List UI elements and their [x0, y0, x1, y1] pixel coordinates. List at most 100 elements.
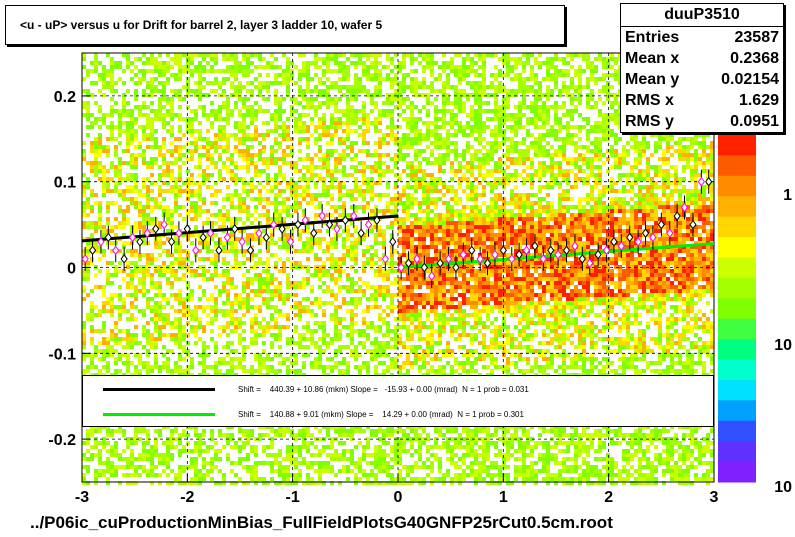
heatmap-cell — [146, 273, 150, 277]
heatmap-cell — [390, 125, 394, 129]
heatmap-cell — [94, 161, 98, 165]
heatmap-cell — [98, 349, 102, 353]
heatmap-cell — [338, 225, 342, 229]
heatmap-cell — [186, 353, 190, 357]
heatmap-cell — [214, 145, 218, 149]
heatmap-cell — [346, 105, 350, 109]
heatmap-cell — [310, 89, 314, 93]
heatmap-cell — [406, 361, 410, 365]
heatmap-cell — [154, 337, 158, 341]
heatmap-cell — [134, 317, 138, 321]
heatmap-cell — [306, 225, 310, 229]
heatmap-cell — [318, 265, 322, 269]
heatmap-cell — [374, 289, 378, 293]
heatmap-cell — [142, 277, 146, 281]
heatmap-cell — [130, 113, 134, 117]
heatmap-cell — [162, 117, 166, 121]
heatmap-cell — [346, 153, 350, 157]
heatmap-cell — [90, 305, 94, 309]
heatmap-cell — [258, 461, 262, 465]
heatmap-cell — [214, 117, 218, 121]
heatmap-cell — [410, 361, 414, 365]
heatmap-cell — [198, 193, 202, 197]
heatmap-cell — [398, 481, 402, 485]
heatmap-cell — [290, 285, 294, 289]
heatmap-cell — [238, 109, 242, 113]
heatmap-cell — [250, 477, 254, 481]
heatmap-cell — [298, 281, 302, 285]
heatmap-cell — [82, 345, 86, 349]
heatmap-cell — [390, 109, 394, 113]
heatmap-cell — [90, 81, 94, 85]
heatmap-cell — [366, 117, 370, 121]
heatmap-cell — [234, 321, 238, 325]
heatmap-cell — [262, 269, 266, 273]
heatmap-cell — [138, 205, 142, 209]
heatmap-cell — [326, 169, 330, 173]
heatmap-cell — [106, 201, 110, 205]
heatmap-cell — [210, 173, 214, 177]
heatmap-cell — [118, 357, 122, 361]
heatmap-cell — [322, 469, 326, 473]
heatmap-cell — [318, 285, 322, 289]
heatmap-cell — [362, 233, 366, 237]
heatmap-cell — [406, 425, 410, 429]
heatmap-cell — [142, 105, 146, 109]
heatmap-cell — [154, 129, 158, 133]
heatmap-cell — [134, 65, 138, 69]
heatmap-cell — [110, 345, 114, 349]
heatmap-cell — [306, 477, 310, 481]
heatmap-cell — [322, 445, 326, 449]
heatmap-cell — [198, 473, 202, 477]
heatmap-cell — [230, 109, 234, 113]
heatmap-cell — [266, 217, 270, 221]
heatmap-cell — [162, 153, 166, 157]
heatmap-cell — [366, 333, 370, 337]
heatmap-cell — [226, 101, 230, 105]
heatmap-cell — [390, 433, 394, 437]
heatmap-cell — [202, 357, 206, 361]
heatmap-cell — [250, 157, 254, 161]
heatmap-cell — [226, 77, 230, 81]
heatmap-cell — [374, 293, 378, 297]
heatmap-cell — [306, 429, 310, 433]
heatmap-cell — [238, 333, 242, 337]
heatmap-cell — [314, 453, 318, 457]
heatmap-cell — [246, 193, 250, 197]
heatmap-cell — [342, 213, 346, 217]
heatmap-cell — [414, 201, 418, 205]
heatmap-cell — [86, 313, 90, 317]
heatmap-cell — [258, 189, 262, 193]
heatmap-cell — [150, 277, 154, 281]
heatmap-cell — [138, 361, 142, 365]
heatmap-cell — [266, 177, 270, 181]
heatmap-cell — [134, 425, 138, 429]
heatmap-cell — [358, 341, 362, 345]
heatmap-cell — [218, 113, 222, 117]
heatmap-cell — [342, 453, 346, 457]
heatmap-cell — [390, 197, 394, 201]
heatmap-cell — [366, 285, 370, 289]
heatmap-cell — [150, 297, 154, 301]
heatmap-cell — [282, 129, 286, 133]
heatmap-cell — [354, 229, 358, 233]
heatmap-cell — [230, 329, 234, 333]
heatmap-cell — [166, 449, 170, 453]
heatmap-cell — [122, 97, 126, 101]
heatmap-cell — [366, 181, 370, 185]
heatmap-cell — [326, 245, 330, 249]
heatmap-cell — [318, 453, 322, 457]
heatmap-cell — [294, 477, 298, 481]
heatmap-cell — [354, 329, 358, 333]
heatmap-cell — [354, 257, 358, 261]
heatmap-cell — [166, 65, 170, 69]
heatmap-cell — [310, 481, 314, 485]
heatmap-cell — [82, 153, 86, 157]
heatmap-cell — [234, 85, 238, 89]
heatmap-cell — [354, 445, 358, 449]
heatmap-cell — [378, 53, 382, 57]
heatmap-cell — [194, 209, 198, 213]
heatmap-cell — [250, 297, 254, 301]
heatmap-cell — [394, 365, 398, 369]
heatmap-cell — [254, 481, 258, 485]
